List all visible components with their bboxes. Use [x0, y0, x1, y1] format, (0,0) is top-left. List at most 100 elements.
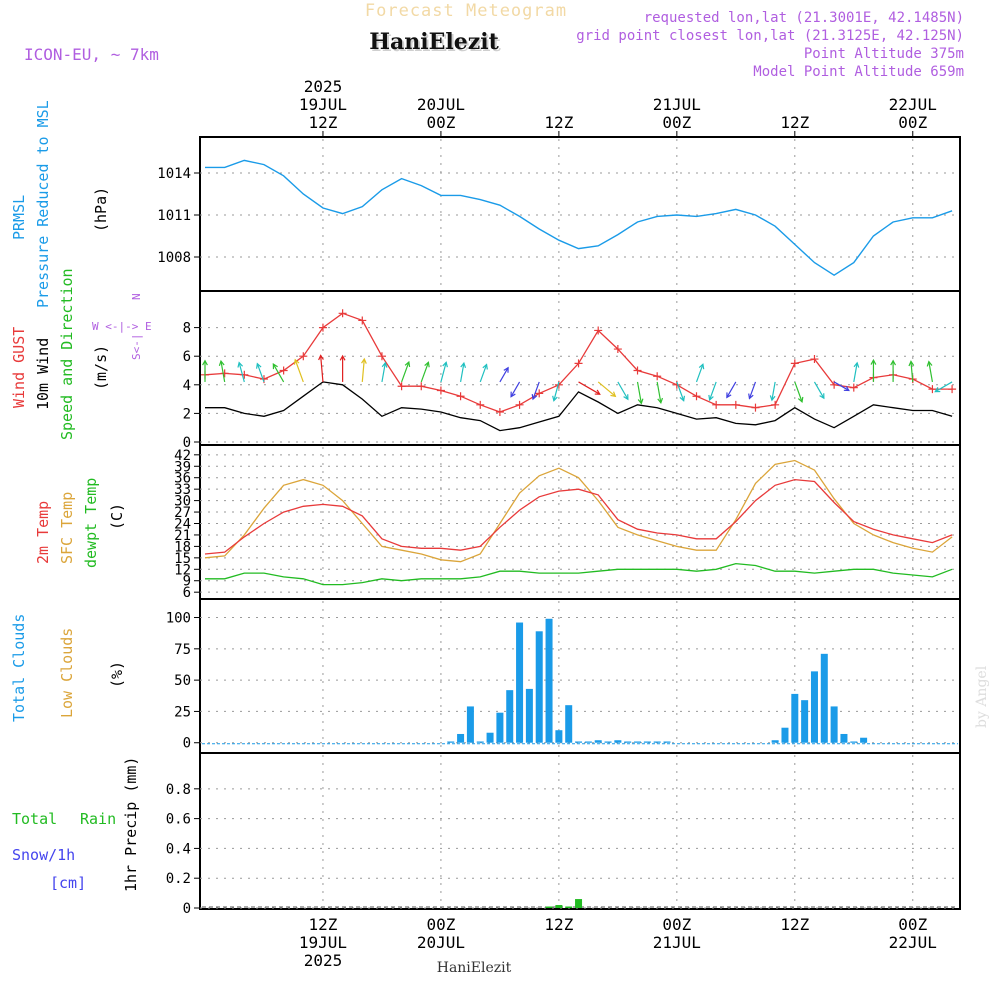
y-tick-label: 6 [183, 349, 191, 365]
wind-arrow [420, 362, 429, 383]
cloud-bar [614, 740, 622, 743]
wind-arrow-head [870, 358, 877, 365]
gust-marker [397, 382, 406, 391]
wind-arrow [578, 381, 601, 395]
wind-arrow [617, 381, 629, 400]
y-tick-label: 27 [174, 505, 191, 521]
cloud-bar [791, 693, 799, 743]
series-layer [201, 159, 958, 908]
wind-arrow-head [503, 366, 509, 373]
wind-arrow-head [318, 354, 324, 361]
bottom-time-label: 00Z [662, 915, 691, 934]
gust-marker [751, 403, 760, 412]
wind-dir-label: Speed and Direction [58, 268, 76, 440]
y-tick-label: 0.8 [166, 782, 191, 798]
wind-arrow [934, 381, 953, 393]
precip-bar [545, 906, 553, 908]
gust-marker [633, 366, 642, 375]
y-tick-label: 39 [174, 459, 191, 475]
gust-marker [476, 400, 485, 409]
gust-marker [731, 400, 740, 409]
pressure-label-name: Pressure Reduced to MSL [34, 100, 52, 308]
wind-arrow [676, 381, 685, 401]
bottom-time-label: 00Z [898, 915, 927, 934]
model-name: ICON-EU, ~ 7km [24, 45, 159, 64]
cloud-bar [535, 631, 543, 743]
cloud-bar [830, 706, 838, 743]
precip-total-label: Total [12, 810, 57, 828]
bottom-time-label: 12Z [309, 915, 338, 934]
top-time-label: 00Z [426, 113, 455, 132]
wind-arrow-head [610, 391, 617, 398]
wind-arrow-head [381, 361, 388, 368]
sfc-temp-line [204, 459, 953, 563]
wind-arrow-head [698, 363, 705, 370]
wind-arrow-head [339, 354, 346, 361]
y-tick-label: 2 [183, 406, 191, 422]
y-tick-label: 36 [174, 471, 191, 487]
wind-arrow-head [708, 394, 714, 402]
wind-arrow-head [637, 398, 644, 405]
cloud-bar [545, 618, 553, 743]
bottom-time-label: 21JUL [653, 933, 701, 952]
wind-arrow [771, 381, 776, 401]
cloud-bar [486, 732, 494, 743]
bottom-time-label: 00Z [426, 915, 455, 934]
wind-arrow-head [657, 397, 664, 405]
top-time-label: 12Z [309, 113, 338, 132]
y-tick-label: 1008 [157, 250, 191, 266]
wind-arrow [440, 362, 447, 383]
wind-arrow [256, 363, 265, 383]
gust-marker [279, 366, 288, 375]
wind-arrow-head [404, 360, 411, 368]
gust-marker [495, 407, 504, 416]
wind-arrow [532, 381, 540, 400]
cloud-bar [801, 700, 809, 743]
top-time-label: 12Z [780, 113, 809, 132]
bottom-time-label: 12Z [780, 915, 809, 934]
credit-watermark: by Angel [974, 665, 990, 728]
wind-arrow [294, 359, 304, 383]
top-time-label: 12Z [544, 113, 573, 132]
cloud-bar [506, 690, 514, 743]
gust-marker [613, 345, 622, 354]
gust-marker [810, 355, 819, 364]
y-tick-label: 21 [174, 528, 191, 544]
wind-panel [199, 290, 961, 446]
wind-arrow [813, 381, 825, 399]
cloud-bar [820, 653, 828, 743]
wind-arrow-head [202, 359, 208, 366]
gust-marker [712, 400, 721, 409]
precip-axis-label: 1hr Precip (mm) [122, 757, 140, 892]
wind-arrow [238, 362, 245, 383]
cloud-bar [653, 741, 661, 743]
y-tick-label: 18 [174, 539, 191, 555]
wind-unit: (m/s) [92, 345, 110, 390]
y-tick-label: 4 [183, 378, 191, 394]
wind-arrow-head [552, 395, 558, 402]
cloud-bar [860, 737, 868, 743]
wind-arrow-head [482, 363, 488, 370]
y-tick-label: 12 [174, 562, 191, 578]
wind-arrow [499, 367, 509, 383]
forecast-title: Forecast Meteogram [365, 1, 567, 21]
location-name: HaniElezit [369, 29, 499, 55]
clouds-low-label: Low Clouds [58, 628, 76, 718]
point-altitude: Point Altitude 375m [804, 46, 964, 62]
y-tick-label: 42 [174, 448, 191, 464]
wind-arrow-head [819, 393, 825, 400]
gust-marker [692, 392, 701, 401]
wind-arrow-head [510, 391, 516, 398]
wind-arrow [748, 381, 757, 399]
gust-marker [948, 385, 957, 394]
wind-arrow [401, 361, 410, 383]
temperature-panel [199, 444, 961, 600]
y-tick-label: 0.4 [166, 841, 191, 857]
y-tick-label: 75 [174, 642, 191, 658]
wind-arrow [479, 364, 488, 383]
y-tick-label: 33 [174, 482, 191, 498]
grid-layer [200, 139, 960, 909]
compass-west-east: W <-|-> E [92, 320, 152, 333]
wind-arrow-head [361, 357, 367, 364]
wind-arrow-head [726, 392, 732, 399]
